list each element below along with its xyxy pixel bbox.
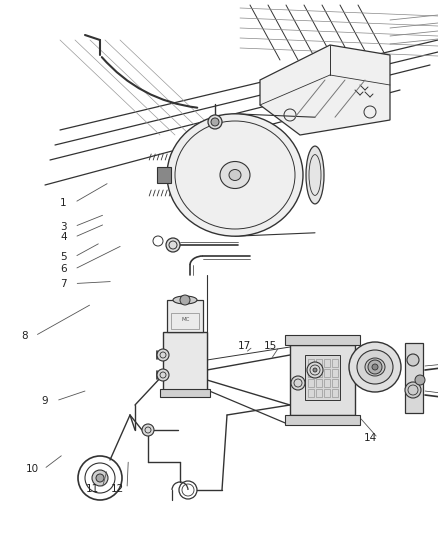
Bar — [160, 389, 210, 397]
Bar — [308, 359, 314, 367]
Bar — [316, 389, 322, 397]
Bar — [405, 343, 423, 413]
Text: 9: 9 — [42, 396, 49, 406]
Circle shape — [208, 115, 222, 129]
Ellipse shape — [220, 161, 250, 189]
Ellipse shape — [167, 114, 303, 236]
Bar — [316, 379, 322, 387]
Bar — [332, 389, 338, 397]
Text: 17: 17 — [238, 342, 251, 351]
Bar — [332, 359, 338, 367]
Bar — [305, 355, 340, 400]
Circle shape — [313, 368, 317, 372]
Bar — [324, 359, 330, 367]
Text: 11: 11 — [85, 484, 99, 494]
Bar — [171, 313, 199, 329]
Circle shape — [368, 360, 382, 374]
Text: 8: 8 — [21, 331, 28, 341]
Bar — [324, 369, 330, 377]
Circle shape — [372, 364, 378, 370]
Bar — [285, 415, 360, 425]
Ellipse shape — [229, 169, 241, 181]
Ellipse shape — [306, 146, 324, 204]
Bar — [316, 369, 322, 377]
Ellipse shape — [365, 358, 385, 376]
Text: 1: 1 — [60, 198, 67, 207]
Text: 15: 15 — [264, 342, 277, 351]
Circle shape — [211, 118, 219, 126]
Circle shape — [405, 382, 421, 398]
Bar — [308, 379, 314, 387]
Bar — [316, 359, 322, 367]
Bar — [324, 379, 330, 387]
Text: 12: 12 — [111, 484, 124, 494]
Text: 10: 10 — [26, 464, 39, 474]
Ellipse shape — [173, 296, 197, 304]
Circle shape — [157, 349, 169, 361]
Ellipse shape — [349, 342, 401, 392]
Polygon shape — [260, 45, 390, 135]
Circle shape — [307, 362, 323, 378]
Bar — [324, 389, 330, 397]
Circle shape — [92, 470, 108, 486]
Circle shape — [142, 424, 154, 436]
Bar — [332, 379, 338, 387]
Text: 7: 7 — [60, 279, 67, 288]
Circle shape — [291, 376, 305, 390]
Text: 5: 5 — [60, 252, 67, 262]
Text: MC: MC — [181, 317, 189, 322]
Bar — [290, 345, 355, 415]
Bar — [308, 389, 314, 397]
Text: 4: 4 — [60, 232, 67, 242]
Bar — [308, 369, 314, 377]
Circle shape — [180, 295, 190, 305]
Ellipse shape — [357, 350, 393, 384]
Bar — [167, 300, 203, 332]
Bar — [157, 167, 171, 183]
Circle shape — [166, 238, 180, 252]
Circle shape — [96, 474, 104, 482]
Bar — [332, 369, 338, 377]
Circle shape — [157, 369, 169, 381]
Text: 3: 3 — [60, 222, 67, 231]
Bar — [285, 335, 360, 345]
Circle shape — [407, 354, 419, 366]
Bar — [163, 332, 207, 390]
Text: 14: 14 — [364, 433, 377, 443]
Circle shape — [415, 375, 425, 385]
Text: 6: 6 — [60, 264, 67, 274]
